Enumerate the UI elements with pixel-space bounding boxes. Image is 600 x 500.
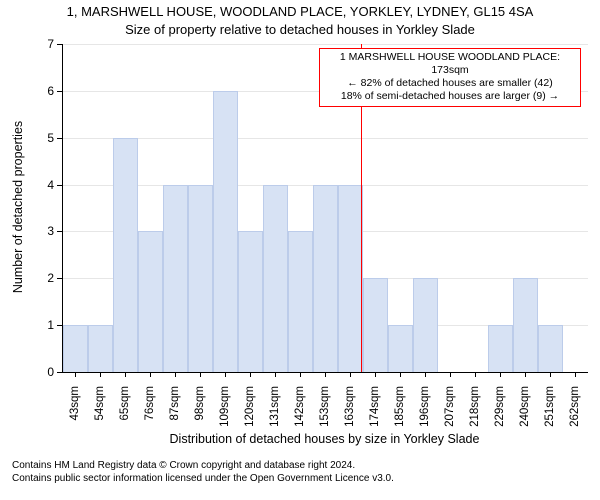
xtick-label: 163sqm xyxy=(344,386,356,436)
xtick-mark xyxy=(100,372,101,377)
xtick-mark xyxy=(475,372,476,377)
gridline xyxy=(63,138,588,139)
xtick-label: 142sqm xyxy=(294,386,306,436)
xtick-mark xyxy=(525,372,526,377)
xtick-mark xyxy=(350,372,351,377)
y-axis-label: Number of detached properties xyxy=(11,43,25,371)
xtick-mark xyxy=(150,372,151,377)
xtick-mark xyxy=(250,372,251,377)
bar xyxy=(63,325,88,372)
ytick-label: 6 xyxy=(34,84,54,98)
gridline xyxy=(63,44,588,45)
ytick-mark xyxy=(57,372,62,373)
xtick-mark xyxy=(200,372,201,377)
footer: Contains HM Land Registry data © Crown c… xyxy=(12,460,394,485)
xtick-label: 240sqm xyxy=(519,386,531,436)
bar xyxy=(413,278,438,372)
bar xyxy=(263,185,288,372)
bar xyxy=(213,91,238,372)
chart-title-line1: 1, MARSHWELL HOUSE, WOODLAND PLACE, YORK… xyxy=(0,4,600,19)
bar xyxy=(113,138,138,372)
bar xyxy=(188,185,213,372)
chart-container: 1, MARSHWELL HOUSE, WOODLAND PLACE, YORK… xyxy=(0,0,600,500)
ytick-mark xyxy=(57,44,62,45)
xtick-label: 153sqm xyxy=(319,386,331,436)
bar xyxy=(338,185,363,372)
xtick-label: 218sqm xyxy=(469,386,481,436)
xtick-mark xyxy=(450,372,451,377)
xtick-mark xyxy=(225,372,226,377)
bar xyxy=(238,231,263,372)
ytick-label: 3 xyxy=(34,224,54,238)
xtick-label: 196sqm xyxy=(419,386,431,436)
xtick-label: 43sqm xyxy=(69,386,81,436)
xtick-label: 185sqm xyxy=(394,386,406,436)
xtick-mark xyxy=(125,372,126,377)
ytick-label: 0 xyxy=(34,365,54,379)
xtick-label: 229sqm xyxy=(494,386,506,436)
xtick-mark xyxy=(550,372,551,377)
ytick-mark xyxy=(57,325,62,326)
xtick-label: 109sqm xyxy=(219,386,231,436)
xtick-mark xyxy=(375,372,376,377)
annotation-line1: 1 MARSHWELL HOUSE WOODLAND PLACE: 173sqm xyxy=(324,51,576,77)
ytick-mark xyxy=(57,138,62,139)
chart-title-line2: Size of property relative to detached ho… xyxy=(0,22,600,37)
xtick-mark xyxy=(500,372,501,377)
ytick-label: 5 xyxy=(34,131,54,145)
xtick-mark xyxy=(325,372,326,377)
ytick-label: 4 xyxy=(34,178,54,192)
xtick-mark xyxy=(275,372,276,377)
xtick-mark xyxy=(425,372,426,377)
xtick-mark xyxy=(75,372,76,377)
bar xyxy=(513,278,538,372)
bar xyxy=(288,231,313,372)
ytick-mark xyxy=(57,185,62,186)
ytick-mark xyxy=(57,278,62,279)
xtick-mark xyxy=(175,372,176,377)
ytick-mark xyxy=(57,231,62,232)
annotation-line2: ← 82% of detached houses are smaller (42… xyxy=(324,77,576,90)
bar xyxy=(488,325,513,372)
bar xyxy=(538,325,563,372)
xtick-mark xyxy=(575,372,576,377)
bar xyxy=(363,278,388,372)
footer-line2: Contains public sector information licen… xyxy=(12,473,394,486)
footer-line1: Contains HM Land Registry data © Crown c… xyxy=(12,460,394,473)
xtick-mark xyxy=(300,372,301,377)
ytick-label: 7 xyxy=(34,37,54,51)
xtick-label: 54sqm xyxy=(94,386,106,436)
xtick-label: 262sqm xyxy=(569,386,581,436)
ytick-label: 2 xyxy=(34,271,54,285)
xtick-label: 251sqm xyxy=(544,386,556,436)
xtick-mark xyxy=(400,372,401,377)
xtick-label: 98sqm xyxy=(194,386,206,436)
xtick-label: 131sqm xyxy=(269,386,281,436)
annotation-line3: 18% of semi-detached houses are larger (… xyxy=(324,90,576,103)
bar xyxy=(388,325,413,372)
xtick-label: 120sqm xyxy=(244,386,256,436)
bar xyxy=(163,185,188,372)
annotation-box: 1 MARSHWELL HOUSE WOODLAND PLACE: 173sqm… xyxy=(319,48,581,107)
xtick-label: 65sqm xyxy=(119,386,131,436)
xtick-label: 207sqm xyxy=(444,386,456,436)
ytick-label: 1 xyxy=(34,318,54,332)
bar xyxy=(313,185,338,372)
ytick-mark xyxy=(57,91,62,92)
xtick-label: 174sqm xyxy=(369,386,381,436)
xtick-label: 87sqm xyxy=(169,386,181,436)
bar xyxy=(138,231,163,372)
bar xyxy=(88,325,113,372)
xtick-label: 76sqm xyxy=(144,386,156,436)
